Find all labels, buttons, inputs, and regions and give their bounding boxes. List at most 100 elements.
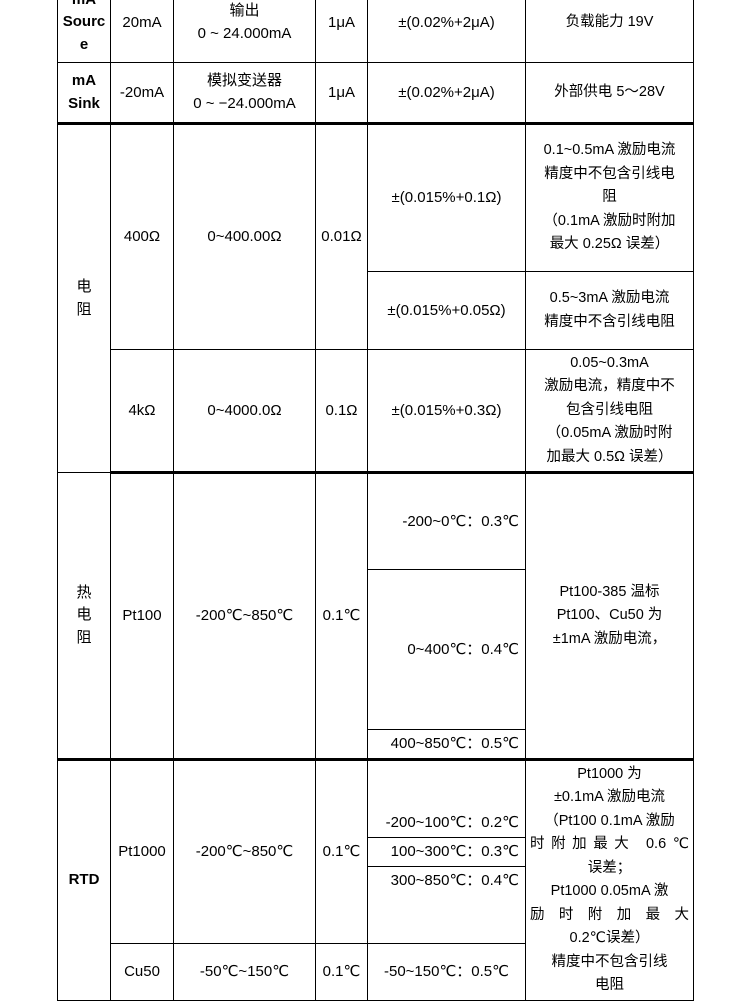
accuracy-segment: 300~850℃：0.4℃: [390, 871, 519, 889]
accuracy-subrow: 0~400℃：0.4℃: [368, 569, 525, 730]
note-line: 0.1~0.5mA 激励电流: [543, 142, 676, 159]
cell-accuracy-r400-b: ±(0.015%+0.05Ω): [367, 271, 526, 350]
note-line: ±0.1mA 激励电流: [553, 789, 666, 806]
cell-function-thermal-resistance: 热 电 阻: [57, 472, 111, 761]
accuracy-segment: 0~400℃：0.4℃: [368, 569, 525, 730]
cell-range-cu50: Cu50: [110, 943, 174, 1001]
note-line: Pt100-385 温标: [559, 583, 660, 600]
specification-table: mA Source 20mA 输出 0 ~ 24.000mA 1μA ±(0.0…: [57, 0, 694, 1001]
cell-range-r4k: 4kΩ: [110, 348, 174, 475]
cell-note-r400-a: 0.1~0.5mA 激励电流 精度中不包含引线电 阻 （0.1mA 激励时附加 …: [525, 123, 694, 272]
function-label-line2: Source: [62, 13, 106, 53]
cell-span-pt100: -200℃~850℃: [173, 472, 316, 761]
span-line2: 0 ~ −24.000mA: [193, 94, 296, 112]
cell-note-r400-b: 0.5~3mA 激励电流 精度中不含引线电阻: [525, 271, 694, 350]
page-root: mA Source 20mA 输出 0 ~ 24.000mA 1μA ±(0.0…: [57, 0, 694, 1001]
cell-function-resistance: 电 阻: [57, 122, 111, 474]
cell-accuracy-r400-a: ±(0.015%+0.1Ω): [367, 123, 526, 272]
cell-range-pt1000: Pt1000: [110, 758, 174, 945]
cell-resolution-pt100: 0.1℃: [315, 472, 368, 761]
cell-accuracy-cu50: -50~150℃：0.5℃: [367, 943, 526, 1001]
note-line: 包含引线电阻: [566, 401, 653, 418]
cell-accuracy-pt1000: -200~100℃：0.2℃ 100~300℃：0.3℃ 300~850℃：0.…: [367, 758, 526, 945]
table-row: ±(0.015%+0.05Ω) 0.5~3mA 激励电流 精度中不含引线电阻: [58, 271, 694, 350]
accuracy-segment: 400~850℃：0.5℃: [390, 734, 519, 752]
accuracy-segment: -200~0℃：0.3℃: [368, 474, 525, 570]
note-line: 阻: [602, 189, 617, 206]
function-label-char2: 电: [76, 606, 92, 624]
cell-range-ma-sink: -20mA: [110, 62, 174, 125]
function-label-line1: mA: [71, 72, 97, 89]
accuracy-subtable-pt1000: -200~100℃：0.2℃ 100~300℃：0.3℃ 300~850℃：0.…: [368, 809, 525, 894]
accuracy-subrow: 300~850℃：0.4℃: [368, 866, 525, 894]
cell-resolution-ma-sink: 1μA: [315, 62, 368, 125]
function-label-char1: 电: [76, 278, 92, 296]
function-label-line2: Sink: [68, 94, 100, 112]
note-line: 精度中不含引线电阻: [544, 313, 675, 330]
cell-resolution-cu50: 0.1℃: [315, 943, 368, 1001]
note-line: （0.1mA 激励时附加: [543, 212, 676, 229]
note-line: Pt100、Cu50 为: [556, 607, 663, 624]
cell-note-r4k: 0.05~0.3mA 激励电流，精度中不 包含引线电阻 （0.05mA 激励时附…: [525, 348, 694, 475]
table-row: mA Sink -20mA 模拟变送器 0 ~ −24.000mA 1μA ±(…: [57, 62, 694, 125]
span-line1: 输出: [229, 2, 260, 19]
cell-accuracy-ma-sink: ±(0.02%+2μA): [367, 62, 526, 125]
cell-function-ma-sink: mA Sink: [57, 62, 111, 125]
note-line: Pt1000 0.05mA 激: [550, 883, 669, 900]
note-line: 加最大 0.5Ω 误差）: [546, 448, 673, 465]
note-line: 精度中不包含引线: [551, 953, 668, 970]
cell-range-r400: 400Ω: [110, 123, 174, 350]
accuracy-subrow: -200~0℃：0.3℃: [368, 474, 525, 570]
function-label: RTD: [68, 870, 100, 888]
cell-resolution-r400: 0.01Ω: [315, 123, 368, 350]
accuracy-segment: 100~300℃：0.3℃: [368, 837, 525, 867]
accuracy-segment: -200~100℃：0.2℃: [368, 809, 525, 838]
table-row: RTD Pt1000 -200℃~850℃ 0.1℃ -200~100℃：0.2…: [57, 758, 694, 1001]
span-line1: 模拟变送器: [206, 72, 282, 89]
cell-note-ma-sink: 外部供电 5～28V: [525, 62, 694, 125]
function-label-line1: mA: [72, 0, 96, 8]
function-label-char2: 阻: [76, 300, 92, 318]
note-line: 激励电流，精度中不: [544, 378, 675, 395]
cell-span-ma-sink: 模拟变送器 0 ~ −24.000mA: [173, 62, 316, 125]
note-line: 0.5~3mA 激励电流: [549, 290, 670, 307]
note-line: 最大 0.25Ω 误差）: [549, 236, 670, 253]
accuracy-subrow: 100~300℃：0.3℃: [368, 837, 525, 867]
note-line: ±1mA 激励电流，: [552, 630, 667, 647]
function-label-char3: 阻: [76, 628, 92, 646]
note-line: 时附加最大 0.6℃: [530, 836, 689, 853]
note-line: 误差；: [587, 859, 632, 876]
cell-accuracy-r4k: ±(0.015%+0.3Ω): [367, 348, 526, 475]
cell-resolution-ma-source: 1μA: [315, 0, 368, 63]
cell-span-r400: 0~400.00Ω: [173, 123, 316, 350]
cell-span-pt1000: -200℃~850℃: [173, 758, 316, 945]
cell-span-ma-source: 输出 0 ~ 24.000mA: [173, 0, 316, 63]
note-line: （0.05mA 激励时附: [546, 425, 673, 442]
cell-resolution-pt1000: 0.1℃: [315, 758, 368, 945]
cell-note-pt100: Pt100-385 温标 Pt100、Cu50 为 ±1mA 激励电流，: [525, 472, 694, 761]
note-line: 负载能力 19V: [565, 13, 654, 30]
note-line: 励时附加最大: [530, 906, 689, 923]
table-row: 4kΩ 0~4000.0Ω 0.1Ω ±(0.015%+0.3Ω) 0.05~0…: [58, 348, 694, 475]
note-line: （Pt100 0.1mA 激励: [544, 812, 675, 829]
cell-note-rtd: Pt1000 为 ±0.1mA 激励电流 （Pt100 0.1mA 激励 时附加…: [525, 758, 694, 1001]
cell-span-r4k: 0~4000.0Ω: [173, 348, 316, 475]
cell-function-ma-source: mA Source: [57, 0, 111, 63]
table-row: 热 电 阻 Pt100 -200℃~850℃ 0.1℃ -200~0℃：0.3℃: [57, 472, 694, 761]
note-line: 电阻: [595, 977, 624, 994]
cell-function-rtd: RTD: [57, 758, 111, 1001]
cell-range-ma-source: 20mA: [110, 0, 174, 63]
cell-accuracy-pt100: -200~0℃：0.3℃ 0~400℃：0.4℃ 400~850℃：0.5℃: [367, 472, 526, 761]
accuracy-subtable-pt100: -200~0℃：0.3℃ 0~400℃：0.4℃ 400~850℃：0.5℃: [368, 474, 525, 757]
span-line2: 0 ~ 24.000mA: [197, 24, 292, 42]
note-line: 0.2℃误差）: [569, 930, 650, 947]
function-label-char1: 热: [76, 583, 92, 601]
accuracy-subrow: -200~100℃：0.2℃: [368, 809, 525, 838]
cell-range-pt100: Pt100: [110, 472, 174, 761]
cell-note-ma-source: 负载能力 19V: [525, 0, 694, 63]
cell-resolution-r4k: 0.1Ω: [315, 348, 368, 475]
table-row: mA Source 20mA 输出 0 ~ 24.000mA 1μA ±(0.0…: [57, 0, 694, 63]
cell-span-cu50: -50℃~150℃: [173, 943, 316, 1001]
table-row: 电 阻 400Ω 0~400.00Ω 0.01Ω ±(0.015%+0.1Ω) …: [57, 122, 694, 474]
note-line: Pt1000 为: [577, 765, 642, 782]
